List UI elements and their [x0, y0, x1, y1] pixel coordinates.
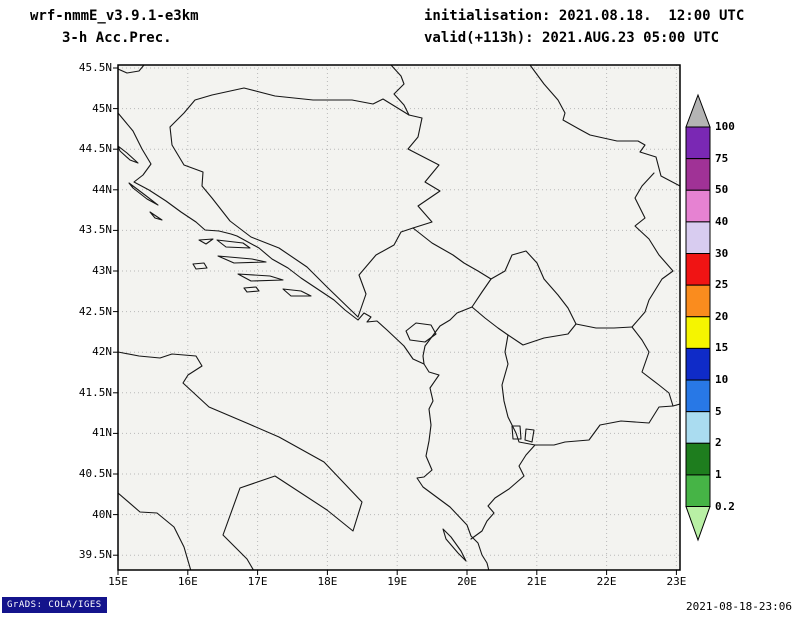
- colorbar-tick-label: 50: [715, 183, 729, 197]
- island-hvar: [217, 255, 267, 264]
- lat-label: 41.5N: [78, 385, 112, 399]
- colorbar-tick-label: 0.2: [715, 499, 735, 513]
- island-solta: [198, 238, 214, 245]
- colorbar-tick-label: 15: [715, 341, 729, 355]
- lon-label: 22E: [596, 575, 617, 588]
- lat-label: 43.5N: [78, 223, 112, 237]
- island-pag: [118, 145, 139, 164]
- colorbar-segment: [685, 379, 711, 413]
- product-title: 3-h Acc.Prec.: [62, 30, 172, 46]
- border-albania-greece: [470, 444, 536, 540]
- colorbar-tick-label: 5: [715, 404, 722, 418]
- lon-label: 20E: [457, 575, 477, 588]
- border-serbia-bulgaria: [631, 172, 674, 328]
- plot-background: [118, 65, 680, 570]
- island-zadar-archipelago: [128, 182, 159, 206]
- lat-label: 45N: [92, 101, 112, 115]
- border-bosnia-serbia: [407, 114, 441, 229]
- lake-ohrid: [511, 425, 522, 440]
- colorbar-segment: [685, 158, 711, 191]
- border-serbia-macedonia: [575, 323, 633, 329]
- geography-layer: [118, 65, 680, 570]
- lat-label: 44N: [92, 182, 112, 196]
- colorbar-segment: [685, 411, 711, 444]
- border-kosovo-serbia: [490, 250, 577, 325]
- colorbar-segment: [685, 189, 711, 223]
- lat-label: 40.5N: [78, 467, 112, 480]
- lon-label: 17E: [247, 575, 268, 588]
- colorbar-tick-label: 100: [715, 120, 735, 133]
- colorbar-tick-label: 30: [715, 246, 729, 260]
- lat-label: 42N: [92, 345, 112, 359]
- grads-credit: GrADS: COLA/IGES: [2, 597, 107, 613]
- lat-label: 41N: [92, 426, 112, 440]
- lat-label: 42.5N: [78, 304, 112, 318]
- colorbar-segment: [685, 221, 711, 255]
- border-montenegro-serbia: [412, 227, 492, 280]
- colorbar-tick-label: 2: [715, 436, 722, 450]
- colorbar-segment: [685, 474, 711, 508]
- lat-label: 43N: [92, 264, 112, 277]
- border-croatia-bosnia: [169, 87, 410, 318]
- colorbar-segment: [685, 126, 711, 160]
- coastline-east-adriatic: [118, 112, 490, 570]
- colorbar-segment: [685, 316, 711, 349]
- colorbar-segment: [685, 284, 711, 318]
- grid-lines: [117, 65, 680, 570]
- axis-ticks: [113, 67, 677, 575]
- colorbar-arrow-below-min: [685, 506, 711, 542]
- border-serbia-romania: [529, 65, 680, 187]
- border-macedonia-greece: [534, 405, 674, 446]
- lat-label: 44.5N: [78, 142, 112, 156]
- coastline-italy-tyrrhenian: [118, 492, 192, 570]
- model-title: wrf-nmmE_v3.9.1-e3km: [30, 8, 199, 24]
- border-montenegro-kosovo: [471, 278, 492, 308]
- coastline-italy-adriatic: [118, 351, 363, 570]
- border-albania-macedonia: [501, 334, 536, 446]
- colorbar-tick-label: 75: [715, 151, 729, 165]
- border-kosovo-albania: [471, 306, 509, 336]
- valid-time: valid(+113h): 2021.AUG.23 05:00 UTC: [424, 30, 720, 46]
- island-korcula: [237, 273, 284, 282]
- border-slovenia-croatia: [118, 65, 145, 74]
- lon-label: 23E: [666, 575, 687, 588]
- init-time: initialisation: 2021.08.18. 12:00 UTC: [424, 8, 745, 24]
- border-bosnia-montenegro: [357, 227, 414, 318]
- plot-frame: [117, 64, 681, 571]
- island-mljet: [282, 288, 312, 297]
- lake-prespa: [524, 428, 535, 443]
- lon-label: 18E: [317, 575, 338, 588]
- island-lastovo: [243, 286, 260, 293]
- colorbar-tick-label: 40: [715, 214, 729, 228]
- colorbar-segment: [685, 253, 711, 286]
- border-croatia-serbia: [390, 65, 410, 116]
- colorbar-tick-label: 25: [715, 278, 729, 292]
- border-montenegro-albania: [422, 306, 473, 365]
- colorbar-segment: [685, 442, 711, 476]
- border-greece-bulgaria: [672, 403, 680, 407]
- lat-label: 39.5N: [78, 548, 112, 562]
- border-macedonia-bulgaria: [631, 326, 674, 407]
- border-kosovo-macedonia: [507, 323, 577, 346]
- lon-label: 16E: [177, 575, 198, 588]
- colorbar-tick-label: 20: [715, 309, 729, 323]
- colorbar-tick-label: 10: [715, 373, 729, 387]
- island-brac: [216, 239, 251, 249]
- lat-label: 40N: [92, 507, 112, 521]
- colorbar: [685, 93, 711, 542]
- island-kornati: [149, 211, 163, 221]
- lon-label: 21E: [526, 575, 547, 588]
- colorbar-arrow-above-max: [685, 93, 711, 128]
- colorbar-tick-label: 1: [715, 467, 722, 481]
- creation-timestamp: 2021-08-18-23:06: [686, 600, 792, 613]
- lat-label: 45.5N: [78, 61, 112, 74]
- island-vis: [192, 262, 208, 270]
- lon-label: 15E: [108, 575, 128, 588]
- lake-skadar: [405, 322, 437, 343]
- lon-label: 19E: [387, 575, 408, 588]
- colorbar-segment: [685, 347, 711, 381]
- island-corfu: [442, 528, 467, 562]
